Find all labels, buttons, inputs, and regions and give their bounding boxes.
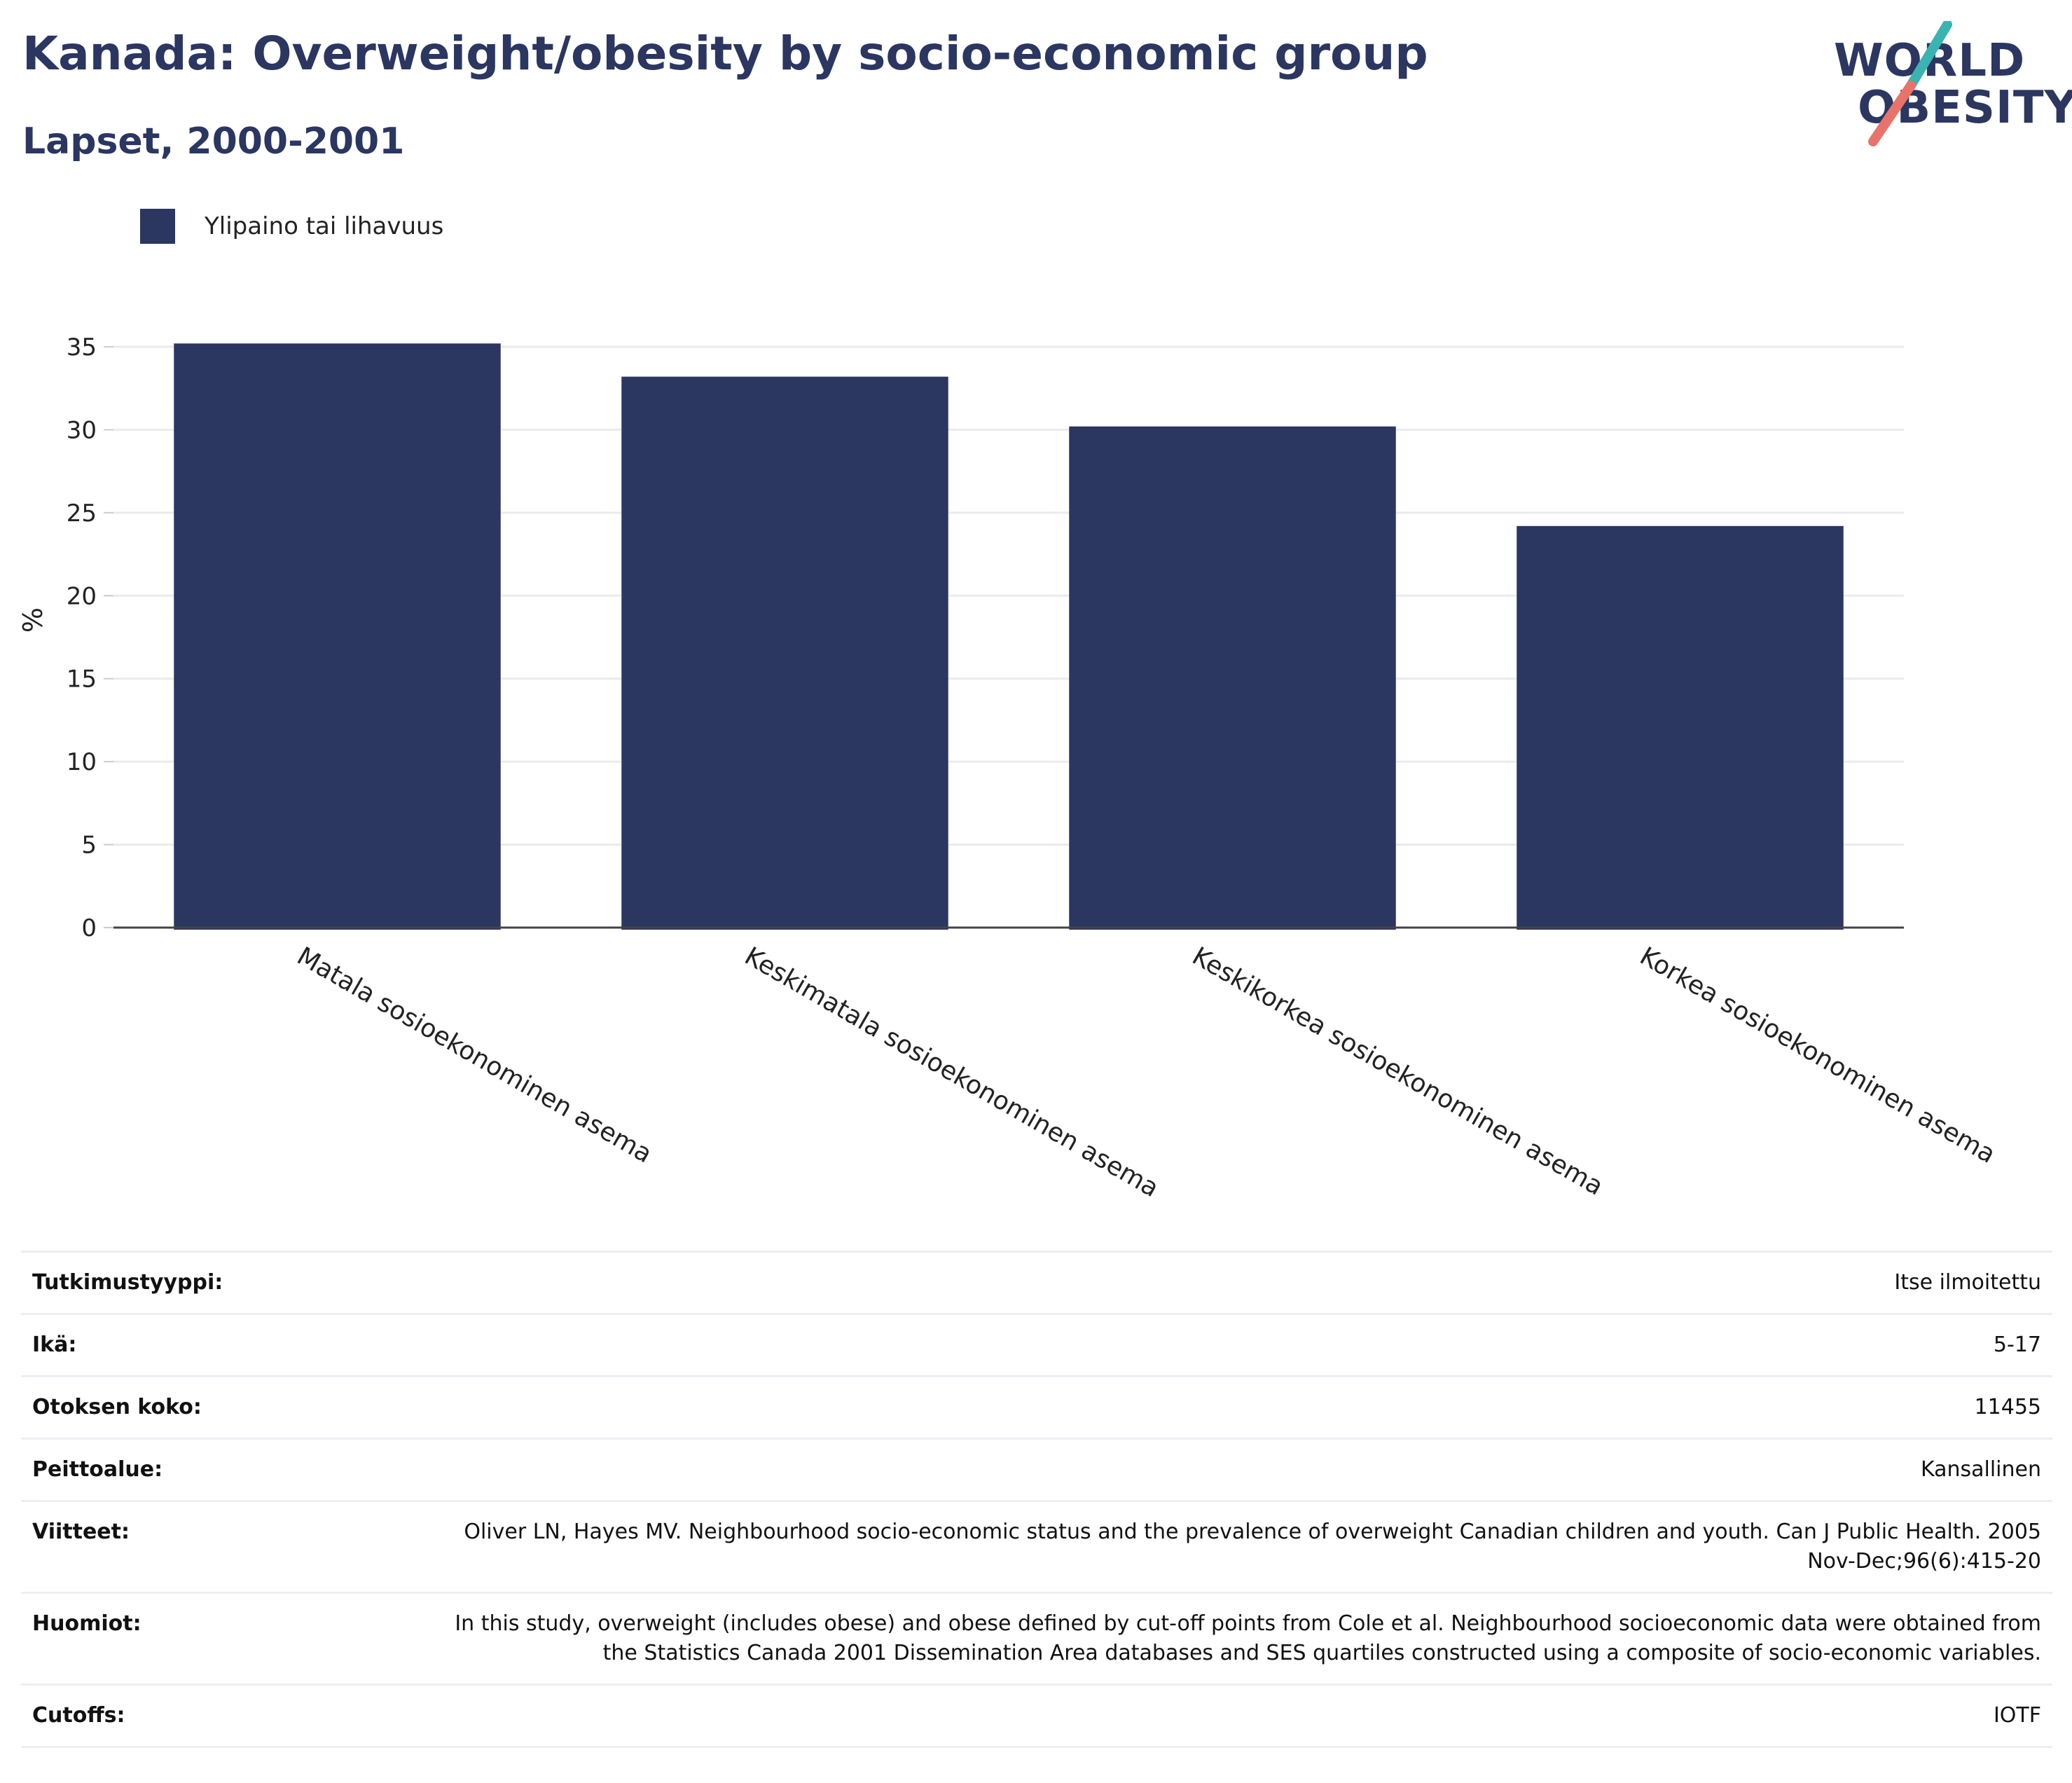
legend-label: Ylipaino tai lihavuus <box>205 212 444 240</box>
info-value: IOTF <box>1993 1703 2041 1728</box>
info-value: 11455 <box>1974 1395 2041 1419</box>
info-value: Kansallinen <box>1920 1457 2041 1482</box>
info-key: Ikä: <box>32 1333 77 1357</box>
info-row: Tutkimustyyppi: Itse ilmoitettu <box>21 1251 2052 1314</box>
info-row: Otoksen koko: 11455 <box>21 1376 2052 1439</box>
bar <box>1517 525 1844 930</box>
info-value: In this study, overweight (includes obes… <box>455 1611 2041 1665</box>
y-tick-label: 15 <box>67 666 97 694</box>
x-tick-label: Korkea sosioekonominen asema <box>1635 942 2000 1169</box>
info-row: Viitteet: Oliver LN, Hayes MV. Neighbourh… <box>21 1501 2052 1593</box>
info-key: Otoksen koko: <box>32 1395 202 1419</box>
y-tick-label: 25 <box>67 500 97 528</box>
study-info-table: Tutkimustyyppi: Itse ilmoitettu Ikä: 5-17 Ot… <box>21 1251 2052 1748</box>
logo-slash-icon <box>1868 21 1952 146</box>
y-axis-ticks: 0 5 10 15 20 25 30 35 <box>67 333 113 942</box>
logo-slash-coral <box>1868 81 1916 146</box>
info-value: Oliver LN, Hayes MV. Neighbourhood socio… <box>464 1520 2041 1574</box>
y-tick-label: 5 <box>81 832 97 860</box>
bar <box>621 376 948 930</box>
x-tick-label: Matala sosioekonominen asema <box>292 942 656 1169</box>
y-tick-label: 10 <box>67 748 97 776</box>
info-row: Ikä: 5-17 <box>21 1314 2052 1377</box>
info-row: Huomiot: In this study, overweight (inclu… <box>21 1592 2052 1685</box>
info-value: 5-17 <box>1993 1333 2041 1357</box>
world-obesity-logo: WORLD OBESITY <box>1828 21 2072 147</box>
info-value: Itse ilmoitettu <box>1894 1270 2041 1295</box>
chart-subtitle: Lapset, 2000-2001 <box>22 121 405 163</box>
y-tick-label: 30 <box>67 416 97 444</box>
y-tick-label: 20 <box>67 582 97 610</box>
bars <box>174 343 1844 930</box>
x-tick-label: Keskimatala sosioekonominen asema <box>740 942 1163 1203</box>
info-key: Huomiot: <box>32 1611 141 1636</box>
info-key: Viitteet: <box>32 1520 130 1544</box>
y-axis-label: % <box>18 607 48 633</box>
chart-legend: Ylipaino tai lihavuus <box>140 207 443 245</box>
bar <box>1069 426 1396 930</box>
chart-title: Kanada: Overweight/obesity by socio-econ… <box>22 27 1428 81</box>
x-tick-label: Keskikorkea sosioekonominen asema <box>1187 942 1608 1201</box>
bar <box>174 343 501 930</box>
info-row: Peittoalue: Kansallinen <box>21 1438 2052 1501</box>
info-key: Peittoalue: <box>32 1457 163 1482</box>
logo-slash-teal <box>1906 21 1952 90</box>
bar-chart: 0 5 10 15 20 25 30 35 Matala sosioekonominen as… <box>18 333 2000 1203</box>
y-tick-label: 35 <box>67 333 97 362</box>
info-key: Tutkimustyyppi: <box>32 1270 223 1295</box>
x-axis-labels: Matala sosioekonominen asema Keskimatala … <box>292 942 2000 1203</box>
legend-swatch <box>140 209 175 244</box>
y-tick-label: 0 <box>81 914 97 942</box>
info-row: Cutoffs: IOTF <box>21 1684 2052 1747</box>
info-key: Cutoffs: <box>32 1703 125 1728</box>
